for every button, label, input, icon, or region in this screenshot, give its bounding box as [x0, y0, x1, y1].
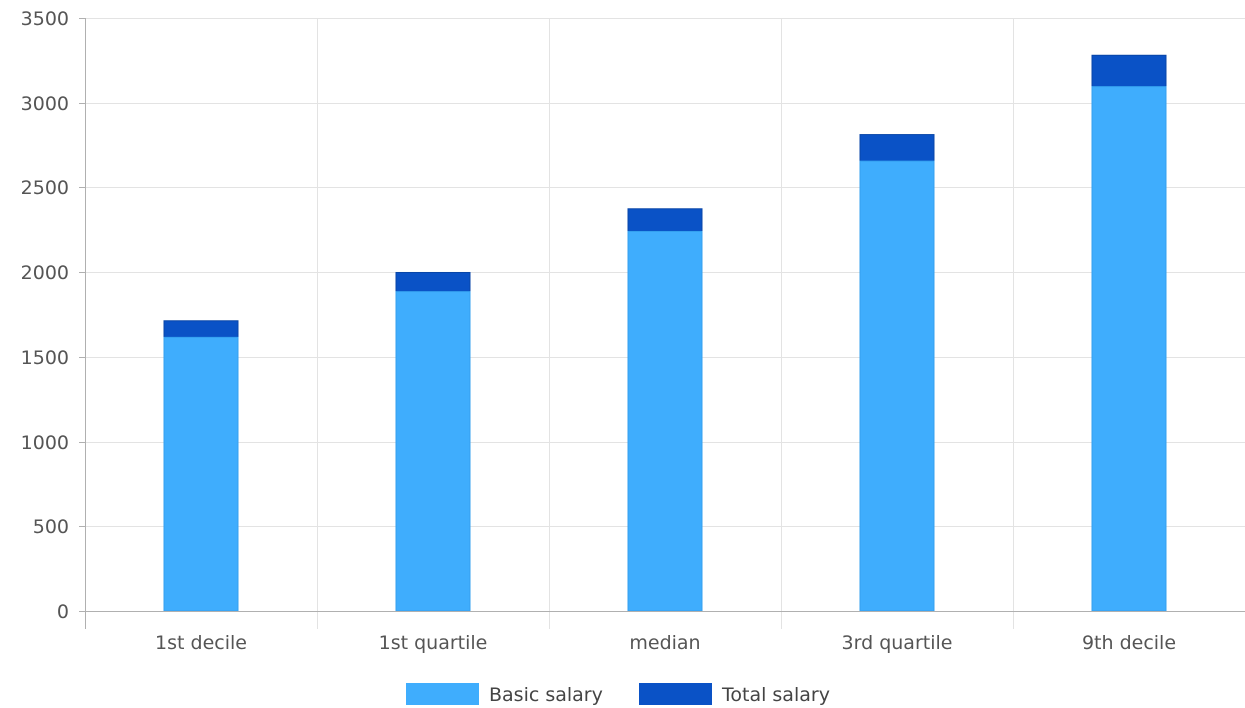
- y-tick-label: 500: [33, 516, 69, 538]
- y-tick-label: 1000: [21, 432, 69, 454]
- legend: Basic salary Total salary: [406, 683, 830, 706]
- legend-swatch: [639, 683, 712, 705]
- legend-label: Basic salary: [489, 684, 603, 706]
- bar-basic-salary: [395, 291, 471, 612]
- x-tick-label: 1st quartile: [379, 632, 488, 654]
- bar-basic-salary: [1091, 86, 1167, 612]
- x-tick-label: 9th decile: [1082, 632, 1176, 654]
- x-tick-label: 1st decile: [155, 632, 247, 654]
- bar-basic-salary: [627, 230, 703, 612]
- y-tick-label: 3000: [21, 93, 69, 115]
- grid-layer: [85, 18, 1245, 611]
- y-tick-label: 2500: [21, 177, 69, 199]
- x-tick-label: median: [629, 632, 700, 654]
- bar-basic-salary: [859, 160, 935, 612]
- bars-layer: [163, 54, 1167, 612]
- y-tick-label: 0: [57, 601, 69, 623]
- bar-basic-salary: [163, 336, 239, 612]
- legend-label: Total salary: [721, 684, 830, 706]
- y-tick-label: 1500: [21, 347, 69, 369]
- y-tick-label: 2000: [21, 262, 69, 284]
- x-tick-label: 3rd quartile: [842, 632, 953, 654]
- axis-layer: 0 500 1000 1500 2000 2500 3000 3500 1st decile 1s…: [21, 8, 1245, 654]
- y-tick-label: 3500: [21, 8, 69, 30]
- legend-swatch: [406, 683, 479, 705]
